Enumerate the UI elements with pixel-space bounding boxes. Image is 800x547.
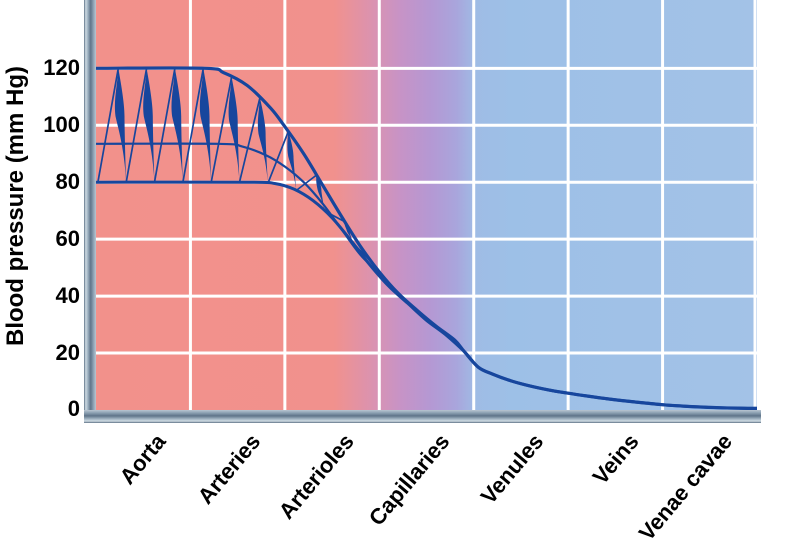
systolic-curve <box>95 66 758 410</box>
y-tick-60: 60 <box>55 226 80 251</box>
y-tick-120: 120 <box>43 55 80 80</box>
y-tick-80: 80 <box>55 169 80 194</box>
y-tick-100: 100 <box>43 112 80 137</box>
y-tick-0: 0 <box>67 396 80 421</box>
plot-background <box>96 0 757 410</box>
y-axis-bar <box>84 0 96 423</box>
x-axis-bar <box>84 410 761 423</box>
y-tick-40: 40 <box>55 283 80 308</box>
y-tick-20: 20 <box>55 340 80 365</box>
